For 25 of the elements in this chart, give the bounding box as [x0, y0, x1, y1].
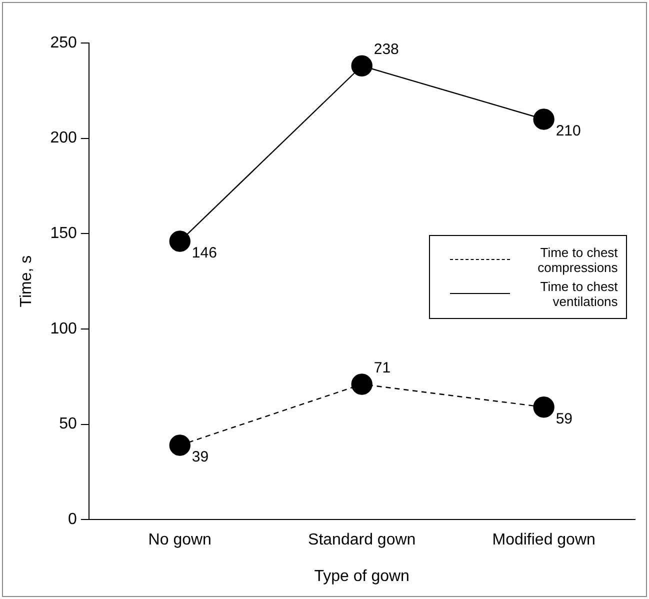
point [169, 434, 190, 456]
data-label: 146 [192, 244, 217, 262]
point [351, 374, 372, 395]
point [169, 230, 190, 252]
y-tick-label: 50 [59, 416, 77, 433]
data-label: 238 [374, 41, 399, 58]
x-axis-title: Type of gown [314, 568, 410, 585]
x-tick-label: No gown [148, 532, 212, 549]
point [533, 396, 554, 418]
data-label: 210 [556, 122, 581, 140]
data-label: 59 [556, 410, 573, 428]
y-tick-label: 250 [50, 34, 77, 52]
y-axis-title: Time, s [18, 255, 36, 308]
y-tick-label: 200 [50, 130, 77, 147]
data-label: 71 [374, 359, 391, 376]
y-tick-label: 0 [68, 511, 77, 528]
legend-label: Time to chest ventilations [539, 278, 618, 309]
legend-label: Time to chest compressions [536, 244, 618, 275]
point [533, 108, 554, 130]
x-tick-label: Modified gown [492, 532, 596, 549]
point [351, 55, 372, 76]
y-tick-label: 100 [50, 320, 77, 338]
data-label: 39 [192, 448, 209, 466]
y-tick-label: 150 [50, 225, 77, 242]
x-tick-label: Standard gown [308, 532, 416, 549]
